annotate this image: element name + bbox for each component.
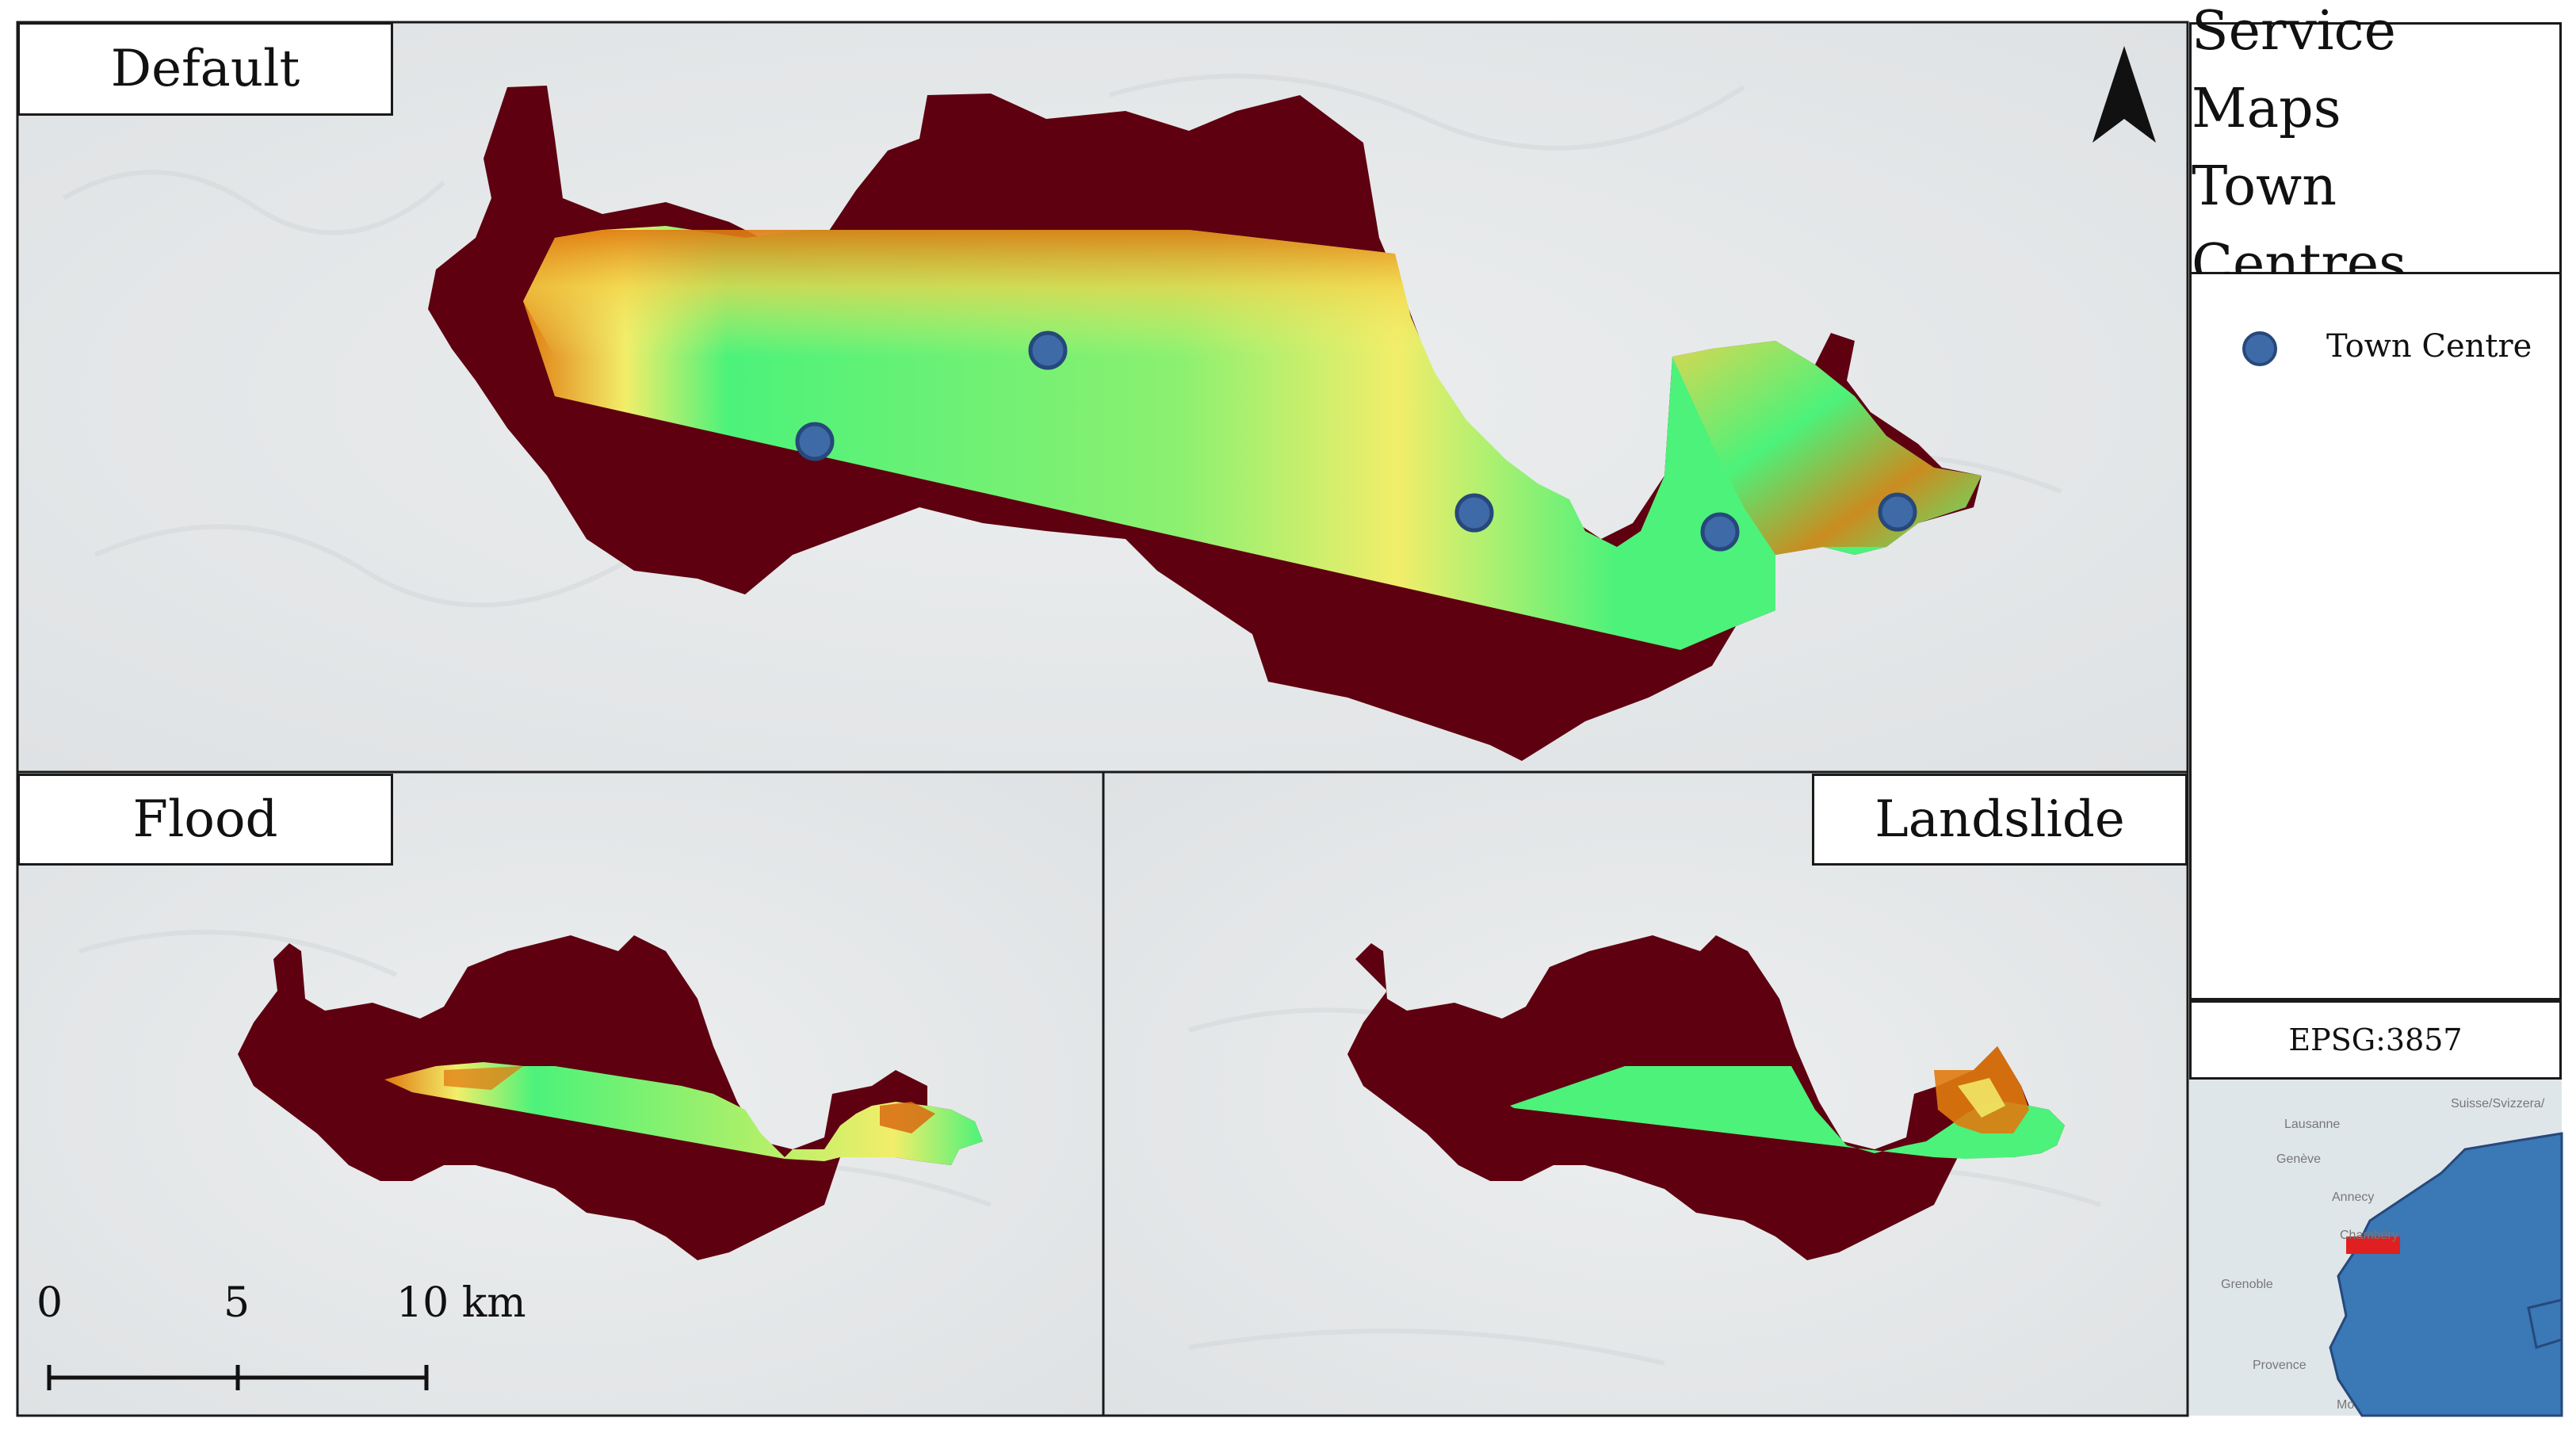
- flood-service-east-hotspot: [880, 1102, 935, 1133]
- scale-tick-10: 10 km: [396, 1279, 526, 1327]
- town-centre-marker[interactable]: [1028, 331, 1068, 370]
- inset-place-labels: Suisse/Svizzera/ Lausanne Genève Annecy …: [2189, 1080, 2562, 1416]
- flood-service-raster: [384, 1062, 983, 1165]
- inset-place-label: Mo: [2337, 1398, 2355, 1412]
- scale-bar: [47, 1365, 429, 1390]
- legend-item-label: Town Centre: [2326, 328, 2532, 365]
- town-centre-markers: [795, 331, 1917, 552]
- town-centre-marker[interactable]: [1700, 512, 1740, 552]
- town-centre-marker[interactable]: [795, 422, 835, 461]
- legend: Town Centre: [2189, 274, 2562, 1000]
- map-title-line1: Service Maps: [2192, 0, 2396, 140]
- inset-map: [2189, 1080, 2563, 1417]
- landslide-service-east-highlight: [1958, 1078, 2005, 1118]
- landslide-service-raster: [1510, 1066, 2065, 1159]
- flood-service-hotspot: [444, 1066, 523, 1090]
- default-label-text: Default: [110, 40, 300, 98]
- inset-place-label: Suisse/Svizzera/: [2451, 1097, 2545, 1110]
- crs-text: EPSG:3857: [2288, 1022, 2463, 1057]
- flood-label-text: Flood: [132, 790, 278, 849]
- north-arrow-icon: [2093, 46, 2156, 143]
- inset-place-label: Annecy: [2332, 1191, 2375, 1204]
- map-title-box: Service Maps Town Centres: [2189, 0, 2562, 296]
- landslide-label-text: Landslide: [1875, 790, 2125, 849]
- inset-place-label: Lausanne: [2284, 1118, 2341, 1131]
- flood-service-area: [238, 935, 983, 1260]
- inset-place-label: Chambéry: [2340, 1229, 2398, 1242]
- inset-place-label: Provence: [2253, 1359, 2307, 1372]
- flood-panel-label: Flood: [17, 774, 393, 866]
- landslide-service-area: [1347, 935, 2065, 1260]
- landslide-panel-label: Landslide: [1812, 774, 2188, 866]
- default-service-upper-shading: [523, 230, 1427, 357]
- scale-tick-5: 5: [224, 1279, 250, 1327]
- town-centre-dot-icon: [2242, 331, 2277, 366]
- crs-label: EPSG:3857: [2189, 1000, 2562, 1080]
- inset-place-label: Genève: [2276, 1152, 2322, 1166]
- town-centre-marker[interactable]: [1454, 493, 1494, 533]
- inset-place-label: Grenoble: [2221, 1278, 2273, 1291]
- scale-tick-0: 0: [36, 1279, 63, 1327]
- town-centre-marker[interactable]: [1878, 492, 1917, 532]
- default-panel-label: Default: [17, 22, 393, 116]
- inset-extent-marker: [2346, 1237, 2400, 1254]
- default-service-area: [428, 86, 1982, 761]
